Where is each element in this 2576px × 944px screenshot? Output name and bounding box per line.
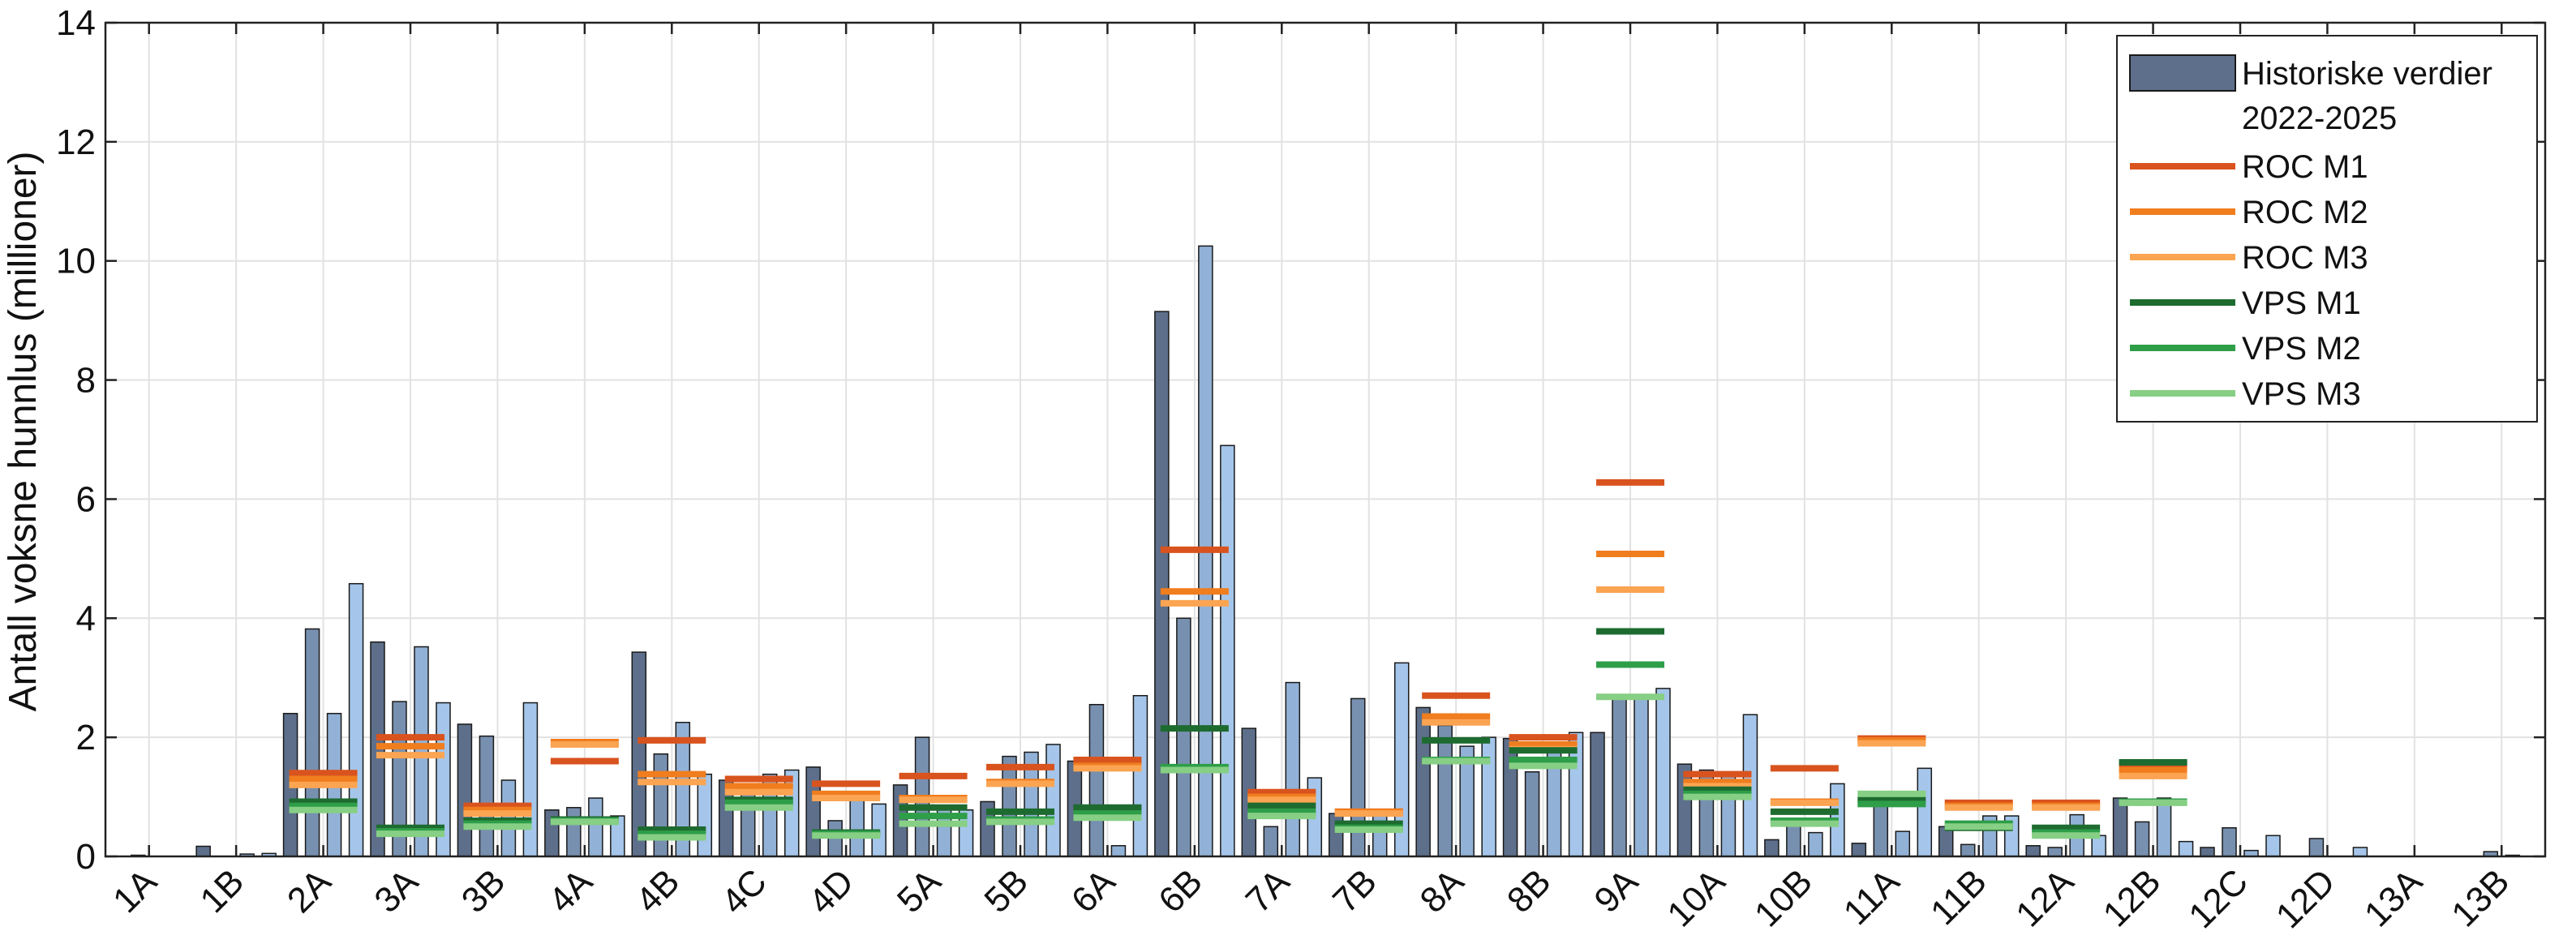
bar-3B-2025 <box>522 702 539 857</box>
bar-6A-2024 <box>1110 845 1127 857</box>
bar-2A-2023 <box>304 628 320 857</box>
markers-layer <box>289 478 2187 841</box>
bar-11A-2023 <box>1873 799 1889 857</box>
bar-12D-2023 <box>2308 838 2325 857</box>
bar-7A-2023 <box>1263 826 1279 857</box>
y-tick-label: 2 <box>76 718 96 757</box>
bar-7B-2022 <box>1328 813 1344 857</box>
bar-4A-2024 <box>588 797 603 857</box>
bar-8A-2025 <box>1481 736 1496 857</box>
bar-12A-2022 <box>2025 845 2041 857</box>
bar-8A-2023 <box>1437 724 1453 857</box>
legend: Historiske verdier 2022-2025 ROC M1 ROC M2 R… <box>2116 35 2538 423</box>
legend-label-roc-m1: ROC M1 <box>2242 149 2368 185</box>
bar-4B-2025 <box>697 773 713 857</box>
y-tick-label: 6 <box>76 479 96 519</box>
bar-4D-2024 <box>849 799 865 857</box>
bar-12B-2023 <box>2134 821 2150 857</box>
y-tick-label: 0 <box>76 837 96 877</box>
legend-label-historical-years: 2022-2025 <box>2242 101 2397 136</box>
bar-2A-2025 <box>348 582 364 857</box>
bar-8A-2022 <box>1415 706 1431 857</box>
y-axis-label: Antall voksne hunnlus (millioner) <box>2 152 45 712</box>
legend-label-vps-m2: VPS M2 <box>2242 331 2361 367</box>
bar-11A-2024 <box>1895 830 1911 857</box>
bar-8B-2023 <box>1524 770 1540 857</box>
bar-12C-2023 <box>2222 827 2237 857</box>
bar-6B-2025 <box>1220 444 1235 857</box>
y-tick-label: 10 <box>56 242 96 281</box>
bar-9A-2023 <box>1612 697 1627 857</box>
bar-10B-2022 <box>1764 839 1780 857</box>
bar-12B-2022 <box>2112 797 2128 857</box>
bar-12A-2023 <box>2047 847 2063 857</box>
bar-6B-2023 <box>1176 617 1191 857</box>
bar-4D-2022 <box>805 766 821 857</box>
bar-12C-2025 <box>2265 835 2281 857</box>
bar-11B-2022 <box>1938 826 1954 857</box>
bar-11A-2022 <box>1851 843 1867 857</box>
bar-10A-2022 <box>1677 763 1693 857</box>
bar-12C-2022 <box>2200 847 2215 857</box>
legend-label-vps-m3: VPS M3 <box>2242 376 2361 412</box>
legend-label-roc-m3: ROC M3 <box>2242 240 2368 276</box>
bar-5B-2023 <box>1002 755 1017 857</box>
bar-9A-2022 <box>1590 732 1605 857</box>
y-tick-label: 14 <box>56 3 96 43</box>
bar-11A-2025 <box>1917 767 1933 857</box>
bar-10B-2024 <box>1808 831 1823 857</box>
bar-4B-2023 <box>653 753 669 857</box>
bar-4A-2023 <box>566 807 582 857</box>
y-tick-label: 8 <box>76 361 96 401</box>
bar-5B-2025 <box>1045 744 1061 857</box>
bar-6B-2022 <box>1154 311 1170 857</box>
bar-6A-2025 <box>1132 694 1148 857</box>
bar-3B-2023 <box>479 735 495 857</box>
legend-label-vps-m1: VPS M1 <box>2242 285 2361 321</box>
legend-label-historical: Historiske verdier <box>2242 56 2492 92</box>
bar-9A-2025 <box>1655 688 1671 857</box>
bar-11B-2023 <box>1960 843 1976 857</box>
bar-3B-2022 <box>457 723 473 857</box>
legend-label-roc-m2: ROC M2 <box>2242 195 2368 230</box>
bar-12B-2025 <box>2178 840 2194 857</box>
legend-box <box>2116 35 2538 423</box>
legend-swatch-historical <box>2129 54 2236 92</box>
bar-12D-2025 <box>2352 847 2368 857</box>
y-tick-label: 4 <box>76 599 96 638</box>
bar-7B-2024 <box>1372 813 1388 857</box>
bar-12B-2024 <box>2156 797 2172 857</box>
bar-1B-2022 <box>195 845 211 857</box>
bar-8B-2022 <box>1502 737 1518 857</box>
bar-9A-2024 <box>1634 693 1649 857</box>
bar-4B-2022 <box>631 651 647 857</box>
y-tick-label: 12 <box>56 122 96 162</box>
bar-4C-2023 <box>740 784 756 857</box>
bar-7A-2024 <box>1285 681 1301 857</box>
plot-frame <box>104 21 2547 858</box>
bar-6A-2023 <box>1088 704 1105 857</box>
